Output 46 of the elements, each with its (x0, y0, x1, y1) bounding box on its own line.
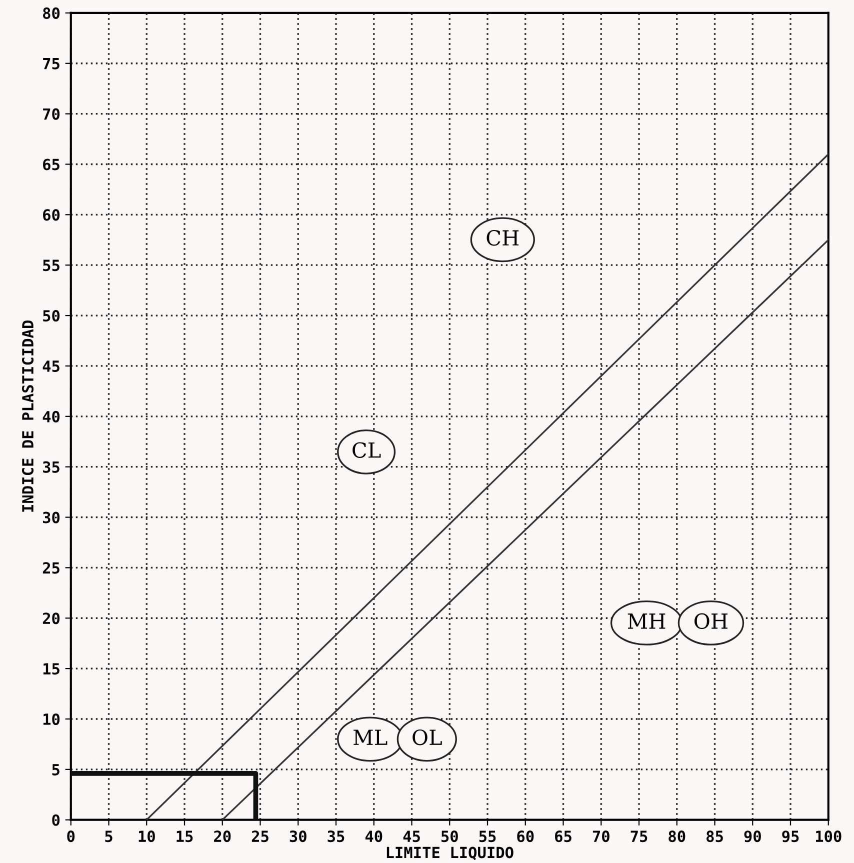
x-tick-label: 60 (517, 830, 534, 842)
x-tick-label: 65 (555, 830, 572, 842)
y-tick-label: 40 (42, 410, 60, 422)
x-tick-label: 25 (252, 830, 268, 842)
x-tick-label: 80 (668, 830, 686, 842)
x-tick-label: 35 (328, 830, 344, 842)
y-tick-label: 45 (42, 360, 60, 372)
x-tick-label: 95 (782, 830, 799, 842)
x-tick-label: 20 (214, 830, 231, 842)
x-tick-label: 100 (816, 830, 842, 842)
y-tick-label: 75 (43, 58, 60, 70)
x-tick-label: 5 (105, 830, 112, 842)
x-tick-label: 70 (592, 830, 610, 842)
x-tick-label: 75 (630, 830, 648, 842)
y-tick-label: 65 (43, 158, 60, 170)
y-tick-label: 30 (43, 512, 60, 524)
y-tick-label: 55 (43, 260, 60, 272)
y-tick-label: 5 (52, 764, 60, 776)
x-tick-label: 90 (744, 830, 761, 842)
annotation: ML (354, 730, 388, 745)
x-tick-label: 0 (67, 830, 75, 842)
x-tick-label: 30 (290, 830, 306, 842)
y-tick-label: 0 (52, 814, 60, 826)
y-tick-label: 10 (43, 713, 60, 726)
y-tick-label: 15 (43, 663, 60, 675)
x-axis-title: LIMITE LIQUIDO (386, 846, 514, 860)
y-tick-label: 20 (42, 612, 60, 624)
x-tick-label: 40 (365, 830, 382, 842)
y-tick-label: 70 (43, 108, 60, 120)
annotation: OH (694, 613, 728, 630)
x-tick-label: 55 (479, 830, 496, 842)
y-tick-label: 25 (42, 562, 60, 574)
y-tick-label: 50 (43, 310, 60, 322)
y-tick-label: 80 (43, 7, 60, 19)
annotation: CH (486, 230, 519, 246)
y-tick-label: 35 (43, 461, 60, 473)
x-tick-label: 45 (403, 830, 420, 842)
x-tick-label: 85 (706, 830, 723, 842)
x-tick-label: 50 (442, 830, 458, 842)
y-axis-title: INDICE DE PLASTICIDAD (22, 320, 34, 512)
annotation: CL (352, 442, 381, 458)
y-tick-label: 60 (43, 209, 60, 221)
annotation: MH (628, 614, 666, 629)
x-tick-label: 10 (138, 830, 155, 842)
x-tick-label: 15 (176, 830, 193, 842)
annotation: OL (412, 729, 442, 746)
